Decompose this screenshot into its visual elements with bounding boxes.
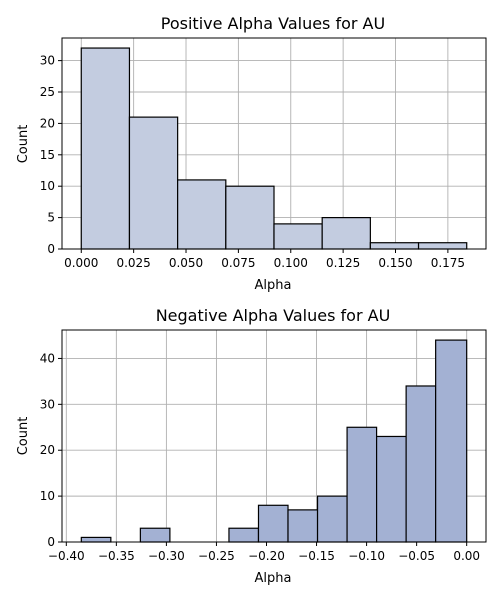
histogram-bar [228, 527, 260, 543]
bars [80, 339, 468, 543]
histogram-bar [225, 185, 275, 250]
y-tick-label: 30 [40, 54, 55, 68]
plot-frame [61, 37, 487, 250]
histogram-bar [257, 504, 289, 543]
x-axis-label: Alpha [255, 278, 292, 293]
histogram-bar [177, 179, 227, 250]
x-tick-label: −0.10 [348, 549, 385, 563]
histogram-bar [273, 223, 323, 250]
plot-frame [61, 329, 487, 543]
histogram-bar [346, 426, 378, 543]
histogram-bar [139, 527, 171, 543]
x-tick-label: 0.100 [274, 256, 308, 270]
x-tick-label: −0.15 [298, 549, 335, 563]
histogram-bar [80, 47, 131, 250]
x-tick-label: −0.40 [48, 549, 85, 563]
x-tick-label: 0.150 [378, 256, 412, 270]
y-tick-label: 0 [47, 242, 55, 256]
x-tick-label: 0.075 [221, 256, 255, 270]
y-axis-label: Count [16, 125, 31, 164]
y-tick-label: 0 [47, 535, 55, 549]
y-tick-label: 5 [47, 211, 55, 225]
x-tick-label: −0.25 [198, 549, 235, 563]
histogram-bar [316, 495, 348, 543]
histogram-bar [417, 242, 468, 250]
histogram-bar [321, 217, 371, 250]
y-tick-label: 20 [40, 116, 55, 130]
histogram-bar [435, 339, 468, 543]
x-tick-label: 0.000 [64, 256, 98, 270]
x-axis-label: Alpha [255, 571, 292, 586]
x-tick-label: 0.125 [326, 256, 360, 270]
histogram-bar [369, 242, 420, 250]
histogram-bar [405, 385, 437, 543]
x-tick-label: −0.35 [98, 549, 135, 563]
histogram-bar [287, 509, 319, 543]
positive-alpha-histogram: Positive Alpha Values for AU Alpha Count… [16, 14, 487, 293]
x-tick-label: −0.20 [248, 549, 285, 563]
histogram-bar [375, 435, 407, 543]
x-tick-label: 0.175 [431, 256, 465, 270]
chart-title: Negative Alpha Values for AU [156, 306, 391, 325]
x-tick-label: −0.30 [148, 549, 185, 563]
y-tick-label: 25 [40, 85, 55, 99]
y-tick-label: 10 [40, 489, 55, 503]
y-tick-label: 20 [40, 443, 55, 457]
y-tick-label: 10 [40, 179, 55, 193]
x-tick-label: −0.05 [398, 549, 435, 563]
y-axis-label: Count [16, 417, 31, 456]
y-tick-label: 30 [40, 397, 55, 411]
histogram-bar [80, 536, 112, 543]
negative-alpha-histogram: Negative Alpha Values for AU Alpha Count… [16, 306, 487, 586]
x-tick-label: 0.00 [453, 549, 480, 563]
x-tick-label: 0.025 [116, 256, 150, 270]
histogram-bar [128, 116, 179, 250]
chart-title: Positive Alpha Values for AU [161, 14, 385, 33]
y-tick-label: 15 [40, 148, 55, 162]
y-tick-label: 40 [40, 351, 55, 365]
x-tick-label: 0.050 [169, 256, 203, 270]
bars [80, 47, 468, 250]
